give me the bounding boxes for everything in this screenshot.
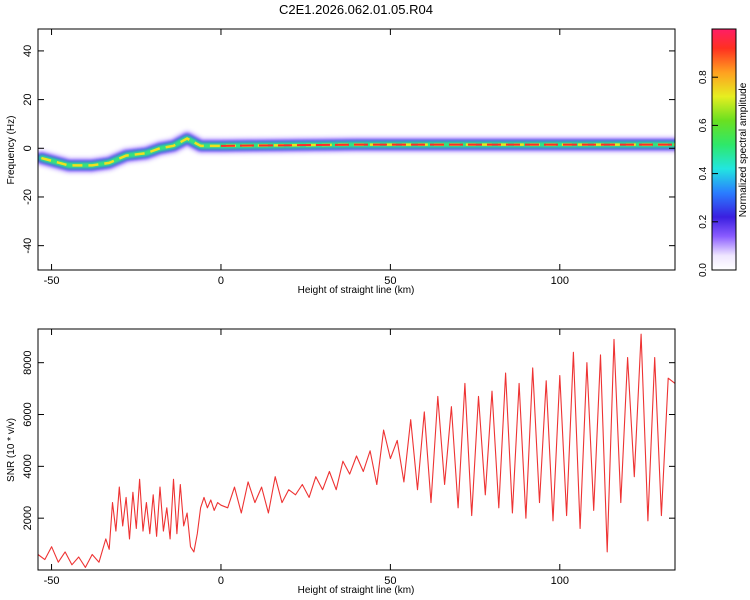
y-tick-label: 0: [22, 145, 34, 151]
x-tick-label: 100: [551, 275, 569, 287]
x-tick-label: 0: [218, 575, 224, 587]
colorbar-tick-label: 0.0: [698, 263, 709, 277]
y-tick-label: 6000: [22, 402, 34, 426]
x-tick-label: -50: [44, 575, 60, 587]
colorbar: 0.0 0.2 0.4 0.6 0.8 Normalized spectral ampl…: [698, 28, 749, 277]
spectrogram-panel: -50 0 50 100 -40 -20 0 20 40 Height of straight…: [6, 28, 676, 296]
spectrogram-frame: [37, 28, 676, 271]
snr-y-ticks: 2000 4000 6000 8000: [22, 350, 675, 530]
ridge-core-yellow: [41, 137, 675, 167]
colorbar-ticks: 0.0 0.2 0.4 0.6 0.8: [698, 70, 718, 277]
ridge-core-red: [220, 143, 675, 147]
x-tick-label: 0: [218, 275, 224, 287]
colorbar-gradient: [711, 28, 737, 271]
snr-x-axis-title: Height of straight line (km): [298, 585, 415, 596]
y-tick-label: -20: [22, 189, 34, 205]
snr-series-line: [38, 333, 675, 568]
colorbar-tick-label: 0.4: [698, 166, 709, 180]
colorbar-tick-label: 0.2: [698, 214, 709, 228]
spectrogram-x-ticks: -50 0 50 100: [44, 29, 569, 287]
y-tick-label: -40: [22, 238, 34, 254]
spectrogram-y-ticks: -40 -20 0 20 40: [22, 45, 675, 254]
snr-frame: [37, 328, 676, 571]
y-tick-label: 4000: [22, 454, 34, 478]
y-tick-label: 40: [22, 45, 34, 57]
colorbar-title: Normalized spectral amplitude: [738, 82, 749, 217]
snr-x-ticks: -50 0 50 100: [44, 329, 569, 587]
snr-line-group: [38, 333, 675, 568]
y-tick-label: 20: [22, 93, 34, 105]
x-tick-label: 50: [384, 575, 396, 587]
colorbar-tick-label: 0.8: [698, 70, 709, 84]
figure-title: C2E1.2026.062.01.05.R04: [279, 2, 433, 17]
x-tick-label: 100: [551, 575, 569, 587]
x-tick-label: -50: [44, 275, 60, 287]
colorbar-tick-label: 0.6: [698, 118, 709, 132]
spectrogram-x-axis-title: Height of straight line (km): [298, 285, 415, 296]
spectrogram-y-axis-title: Frequency (Hz): [6, 116, 17, 185]
y-tick-label: 8000: [22, 350, 34, 374]
snr-y-axis-title: SNR (10 * v/v): [6, 418, 17, 482]
x-tick-label: 50: [384, 275, 396, 287]
spectrogram-ridge-group: [38, 129, 675, 175]
y-tick-label: 2000: [22, 506, 34, 530]
snr-panel: -50 0 50 100 2000 4000 6000 8000 Height of str…: [6, 328, 676, 596]
